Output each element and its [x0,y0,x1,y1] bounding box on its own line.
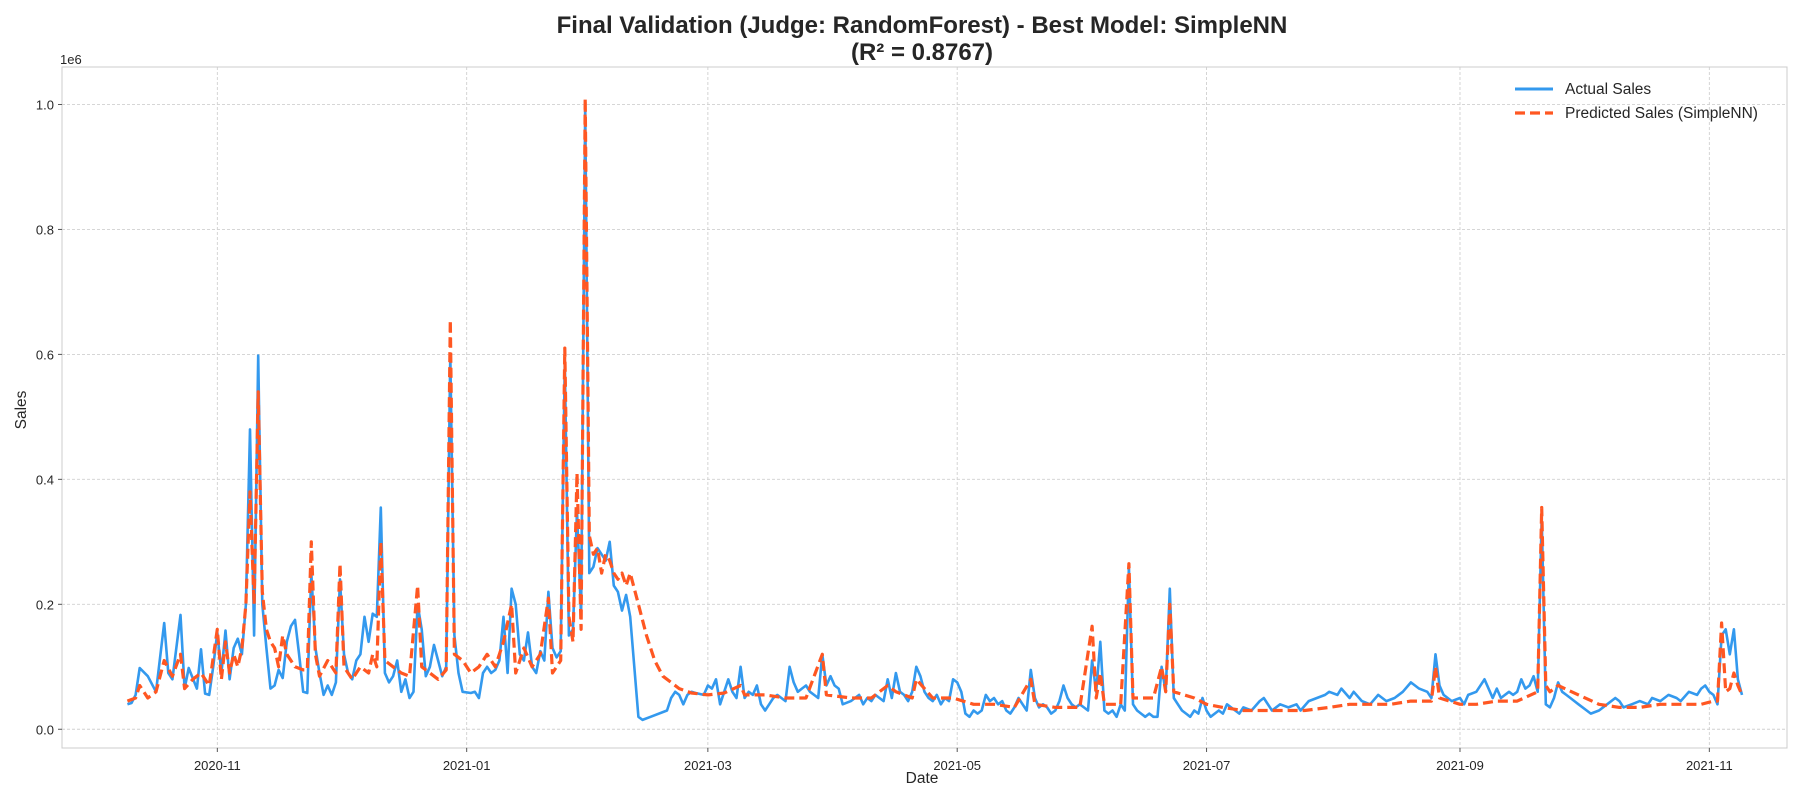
y-tick-label: 0.6 [36,347,54,362]
series-line-actual-sales [127,103,1744,722]
x-tick-label: 2021-09 [1436,758,1484,773]
y-offset-label: 1e6 [60,52,82,67]
x-tick-label: 2021-07 [1183,758,1231,773]
legend: Actual Sales Predicted Sales (SimpleNN) [1515,81,1758,122]
chart-subtitle: (R² = 0.8767) [851,39,993,66]
y-tick-label: 0.0 [36,722,54,737]
y-tick-label: 0.8 [36,222,54,237]
legend-label-predicted: Predicted Sales (SimpleNN) [1565,105,1758,122]
x-axis-label: Date [906,770,939,787]
y-tick-label: 1.0 [36,97,54,112]
series-line-predicted-sales [126,96,1744,713]
y-axis-label: Sales [13,390,30,429]
y-tick-label: 0.4 [36,472,54,487]
x-tick-label: 2021-03 [684,758,732,773]
series-lines [126,96,1744,722]
axis-ticks: 2020-11 2021-01 2021-03 2021-05 2021-07 2021-… [36,97,1733,773]
x-tick-label: 2021-11 [1686,758,1733,773]
x-tick-label: 2021-01 [443,758,491,773]
x-tick-label: 2020-11 [194,758,241,773]
legend-label-actual: Actual Sales [1565,81,1651,98]
x-tick-label: 2021-05 [933,758,981,773]
y-tick-label: 0.2 [36,597,54,612]
chart-title: Final Validation (Judge: RandomForest) -… [557,12,1288,39]
plot-frame [61,66,1788,749]
gridlines [62,67,1787,748]
